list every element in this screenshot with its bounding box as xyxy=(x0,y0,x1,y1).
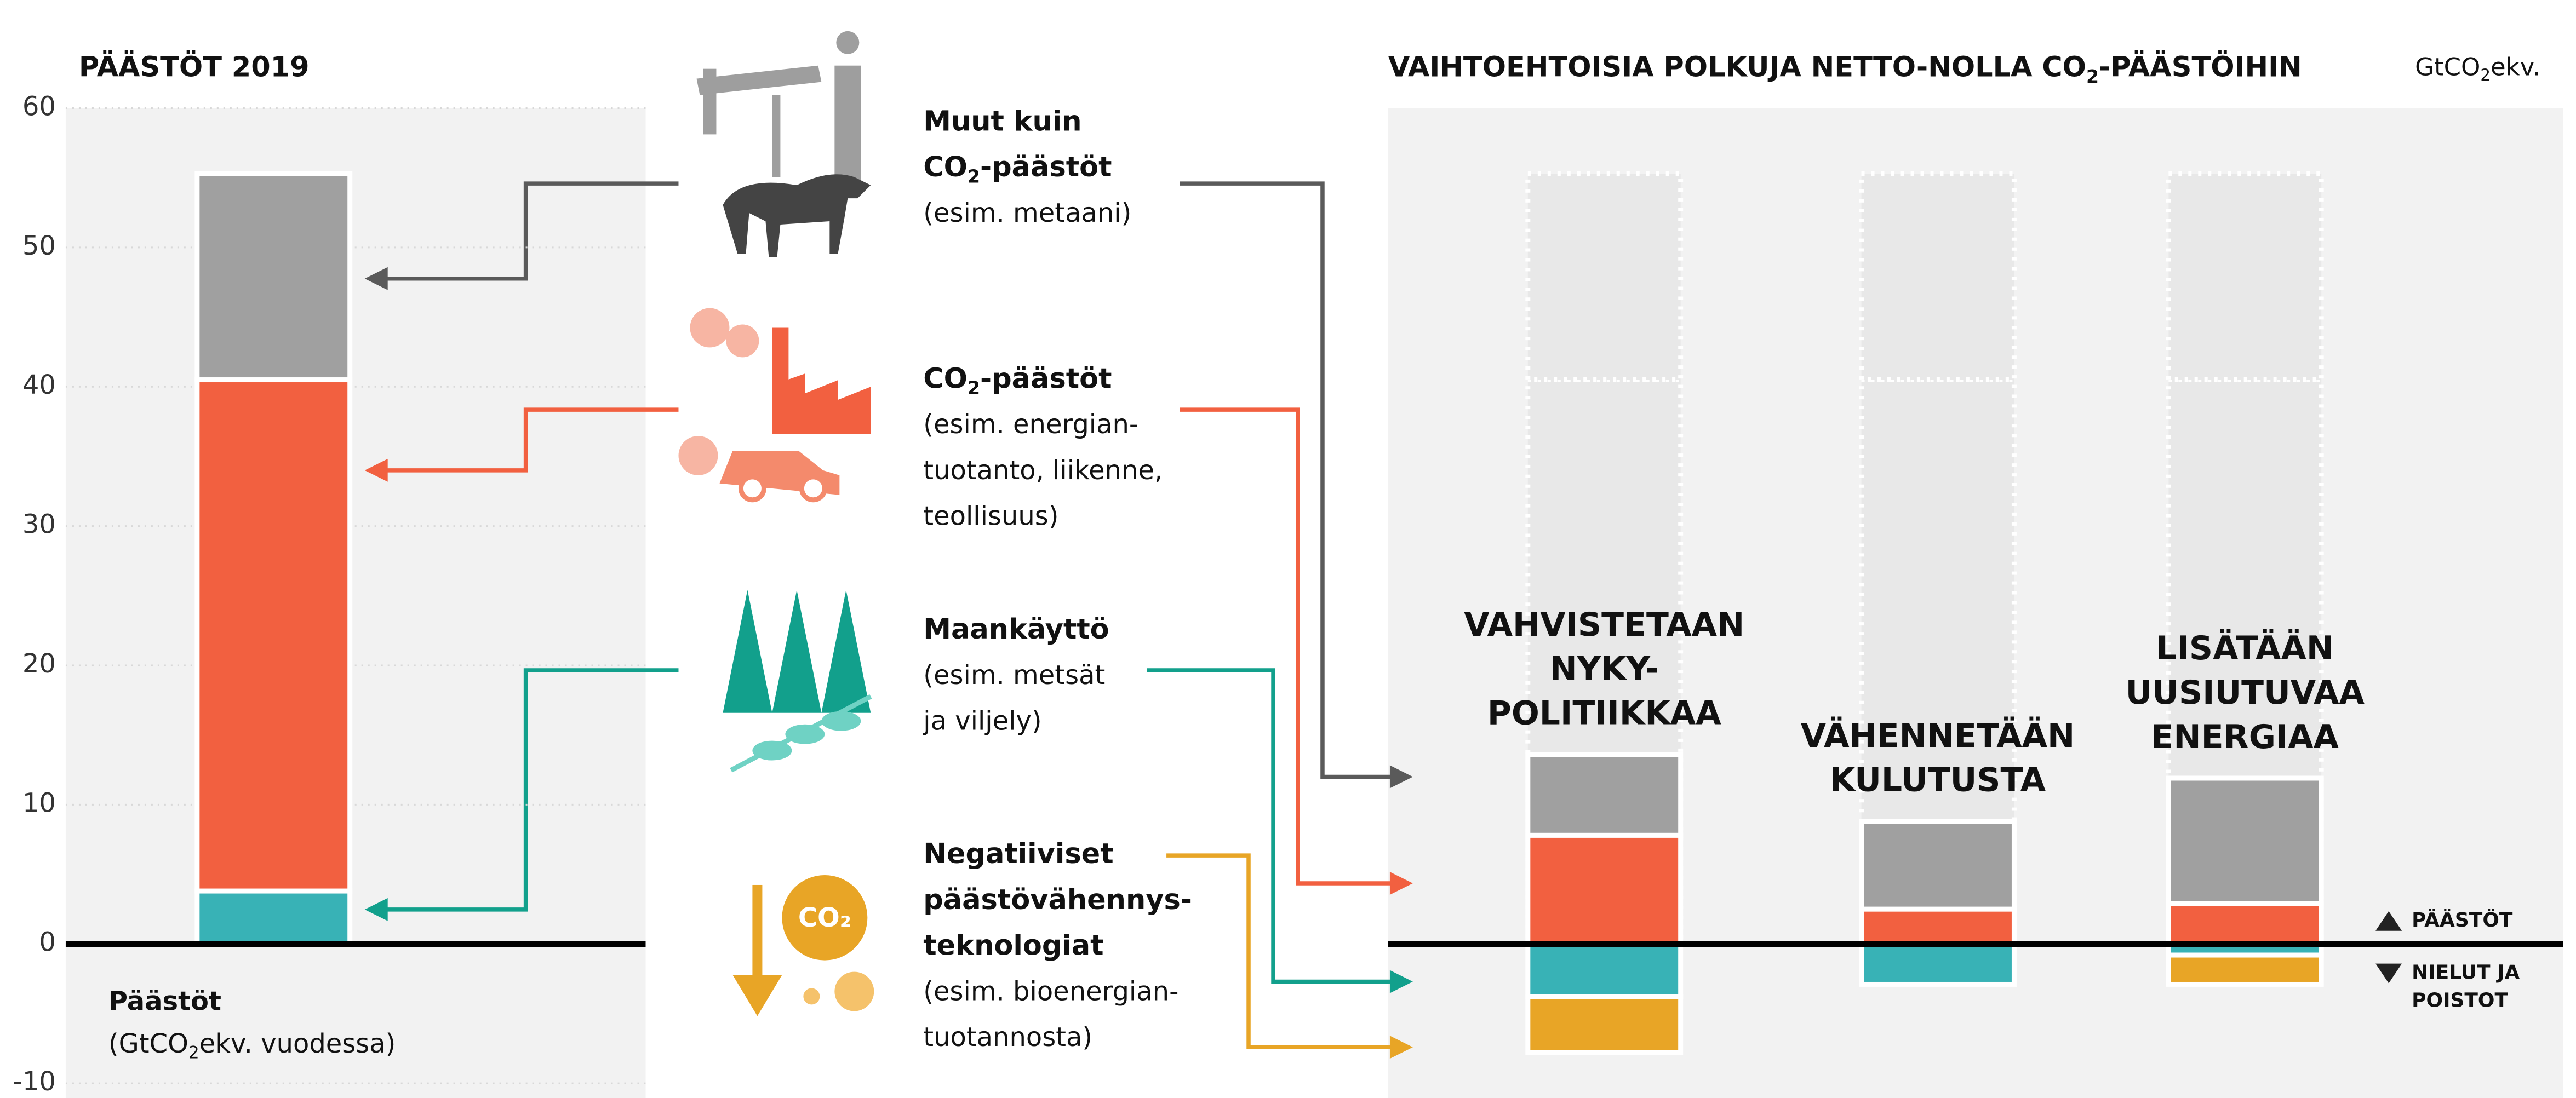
text-piece: GtCO xyxy=(2415,53,2480,82)
text-line: CO2-päästöt xyxy=(923,151,1112,187)
svg-text:CO₂: CO₂ xyxy=(798,903,851,933)
bar-segment xyxy=(1528,835,1681,944)
text-piece: Muut kuin xyxy=(923,105,1081,137)
y-tick-label: 20 xyxy=(22,649,56,679)
text-piece: (esim. bioenergian- xyxy=(923,977,1178,1007)
bar-segment xyxy=(1862,944,2014,985)
text-line: Maankäyttö xyxy=(923,613,1109,646)
text-piece: (esim. energian- xyxy=(923,410,1138,440)
forest-icon xyxy=(723,590,871,770)
bar-segment xyxy=(197,891,350,944)
ghost-bar xyxy=(1862,174,2014,380)
subscript: 2 xyxy=(2086,65,2099,87)
bar-segment xyxy=(1528,755,1681,836)
text-line: tuotannosta) xyxy=(923,1022,1092,1053)
icons: CO₂ xyxy=(678,31,874,1016)
y-tick-label: 40 xyxy=(22,370,56,400)
ghost-bar xyxy=(1862,380,2014,892)
text-line: teknologiat xyxy=(923,930,1103,962)
bar-segment xyxy=(1862,821,2014,909)
text-line: päästövähennys- xyxy=(923,884,1192,916)
y-tick-label: 10 xyxy=(22,788,56,818)
bar-segment xyxy=(197,174,350,380)
oil-icon xyxy=(696,31,861,180)
annotation: PÄÄSTÖT xyxy=(2412,909,2513,932)
text-piece: CO xyxy=(923,363,968,395)
bar-segment xyxy=(2168,778,2321,904)
subscript: 2 xyxy=(968,165,980,187)
category-label: UUSIUTUVAA xyxy=(2126,674,2365,712)
left-title: PÄÄSTÖT 2019 xyxy=(79,50,310,84)
text-piece: CO xyxy=(923,151,968,183)
text-line: (esim. bioenergian- xyxy=(923,977,1178,1007)
y-tick-label: 60 xyxy=(22,92,56,122)
bar-segment xyxy=(1528,997,1681,1053)
cow-icon xyxy=(723,174,871,257)
bar-segment xyxy=(1862,909,2014,944)
category-label: NYKY- xyxy=(1549,650,1659,688)
text-line: Päästöt xyxy=(108,986,221,1016)
y-tick-label: 50 xyxy=(22,231,56,261)
text-piece: ekv. xyxy=(2491,53,2540,82)
annotation: NIELUT JA xyxy=(2412,962,2520,984)
text-piece: tuotannosta) xyxy=(923,1022,1092,1053)
text-piece: (esim. metaani) xyxy=(923,198,1131,228)
text-piece: -PÄÄSTÖIHIN xyxy=(2099,50,2302,84)
text-line: VAIHTOEHTOISIA POLKUJA NETTO-NOLLA CO2-P… xyxy=(1388,50,2302,87)
text-piece: -päästöt xyxy=(980,151,1112,183)
text-piece: VAIHTOEHTOISIA POLKUJA NETTO-NOLLA CO xyxy=(1388,51,2086,84)
text-line: teollisuus) xyxy=(923,502,1058,532)
text-line: GtCO2ekv. xyxy=(2415,53,2540,84)
subscript: 2 xyxy=(968,377,980,398)
ghost-bar xyxy=(2168,174,2321,380)
annotation: POISTOT xyxy=(2412,989,2508,1011)
category-label: POLITIIKKAA xyxy=(1487,694,1721,733)
category-label: LISÄTÄÄN xyxy=(2156,628,2334,668)
text-piece: Päästöt xyxy=(108,986,221,1016)
bar-segment xyxy=(2168,955,2321,984)
text-line: (esim. metsät xyxy=(923,660,1105,691)
text-piece: teknologiat xyxy=(923,930,1103,962)
text-line: CO2-päästöt xyxy=(923,363,1112,398)
text-piece: teollisuus) xyxy=(923,502,1058,532)
category-label: VAHVISTETAAN xyxy=(1464,606,1744,644)
category-label: ENERGIAA xyxy=(2151,718,2339,756)
text-line: Negatiiviset xyxy=(923,838,1113,870)
bar-segment xyxy=(1528,944,1681,997)
bar-segment xyxy=(197,380,350,892)
subscript: 2 xyxy=(188,1043,199,1063)
text-line: (esim. metaani) xyxy=(923,198,1131,228)
left-plot-area xyxy=(66,108,646,1098)
text-piece: -päästöt xyxy=(980,363,1112,395)
text-line: (GtCO2ekv. vuodessa) xyxy=(108,1029,396,1062)
y-tick-label: -10 xyxy=(13,1067,56,1097)
text-line: Muut kuin xyxy=(923,105,1081,137)
text-line: (esim. energian- xyxy=(923,410,1138,440)
y-tick-label: 30 xyxy=(22,510,56,540)
ghost-bar xyxy=(1528,174,1681,380)
text-piece: Negatiiviset xyxy=(923,838,1113,870)
text-piece: tuotanto, liikenne, xyxy=(923,456,1163,486)
category-label: VÄHENNETÄÄN xyxy=(1801,716,2075,755)
factory-icon xyxy=(678,308,871,500)
co2-icon: CO₂ xyxy=(732,875,874,1016)
text-piece: ekv. vuodessa) xyxy=(199,1029,396,1059)
text-piece: (GtCO xyxy=(108,1029,188,1059)
y-tick-label: 0 xyxy=(39,928,56,958)
chart: CO₂ PÄÄSTÖT 2019 -10 0 10 20 30 40 50 60 Päästöt… xyxy=(0,0,2576,1098)
subscript: 2 xyxy=(2480,66,2491,84)
text-piece: Maankäyttö xyxy=(923,613,1109,646)
text-piece: (esim. metsät xyxy=(923,660,1105,691)
category-label: KULUTUSTA xyxy=(1830,761,2046,800)
bar-segment xyxy=(2168,904,2321,944)
text-line: tuotanto, liikenne, xyxy=(923,456,1163,486)
text-line: ja viljely) xyxy=(923,706,1041,737)
text-piece: päästövähennys- xyxy=(923,884,1192,916)
text-piece: ja viljely) xyxy=(923,706,1041,737)
